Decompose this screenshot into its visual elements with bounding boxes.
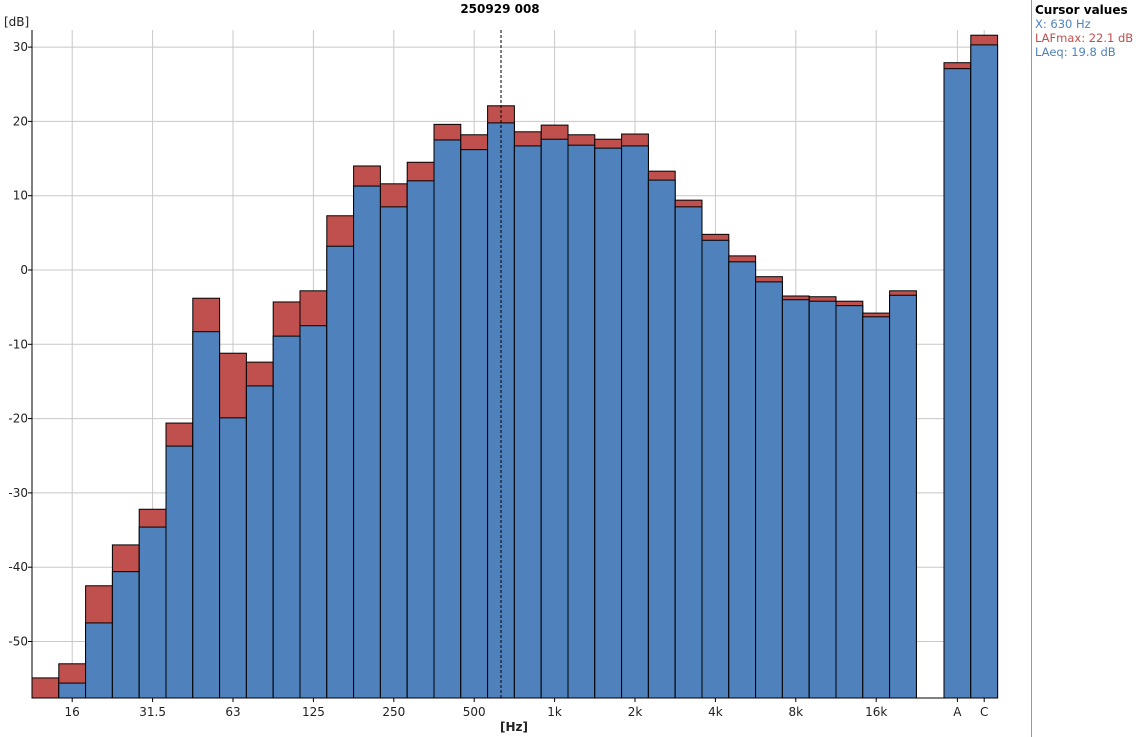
- x-tick-label: 16k: [865, 705, 887, 719]
- band-63-laeq-bar: [219, 417, 247, 699]
- band-1k-laeq-bar: [540, 138, 569, 699]
- band-800-laeq-bar: [513, 145, 542, 699]
- x-tick-label: 63: [225, 705, 240, 719]
- band-125-laeq-bar: [299, 325, 328, 699]
- y-axis-label: [dB]: [4, 15, 29, 29]
- y-tick-label: 30: [13, 40, 28, 54]
- band-3.15k-laeq-bar: [674, 206, 703, 699]
- band-25-laeq-bar: [111, 571, 140, 699]
- total-A-laeq-bar: [943, 68, 972, 699]
- band-6.3k-laeq-bar: [755, 281, 783, 699]
- band-50-laeq-bar: [192, 331, 221, 699]
- band-160-laeq-bar: [326, 245, 355, 699]
- band-250-laeq-bar: [379, 206, 408, 699]
- x-tick-label: 16: [65, 705, 80, 719]
- band-2k-laeq-bar: [621, 145, 649, 699]
- y-tick-label: 20: [13, 114, 28, 128]
- band-8k-laeq-bar: [781, 299, 810, 699]
- x-axis-label: [Hz]: [500, 720, 528, 734]
- x-tick-label: 500: [463, 705, 486, 719]
- y-tick-label: -50: [8, 635, 28, 649]
- spectrum-chart[interactable]: 250929 008 [dB] [Hz] 30 20 10 0 -10 -20 -30 -40…: [0, 0, 1030, 737]
- band-16k-laeq-bar: [862, 316, 891, 699]
- band-400-laeq-bar: [433, 139, 462, 699]
- x-tick-label: 1k: [547, 705, 562, 719]
- band-31.5-laeq-bar: [138, 526, 167, 699]
- x-tick-label: 31.5: [139, 705, 166, 719]
- band-200-laeq-bar: [353, 185, 381, 699]
- cursor-laeq-value: LAeq: 19.8 dB: [1035, 45, 1116, 59]
- band-20-laeq-bar: [85, 622, 113, 699]
- band-20k-laeq-bar: [889, 294, 917, 699]
- total-C-laeq-bar: [970, 44, 999, 699]
- x-tick-label: 250: [382, 705, 405, 719]
- band-315-laeq-bar: [406, 180, 435, 699]
- y-tick-label: -20: [8, 412, 28, 426]
- band-16-laeq-bar: [58, 682, 87, 699]
- x-tick-label: 125: [302, 705, 325, 719]
- x-tick-label: 4k: [708, 705, 723, 719]
- x-tick-label: 2k: [628, 705, 643, 719]
- y-tick-label: 10: [13, 189, 28, 203]
- y-tick-label: -40: [8, 560, 28, 574]
- band-4k-laeq-bar: [701, 239, 730, 699]
- band-1.25k-laeq-bar: [567, 144, 596, 699]
- band-2.5k-laeq-bar: [647, 179, 676, 699]
- x-tick-label: C: [980, 705, 988, 719]
- band-5k-laeq-bar: [728, 261, 757, 699]
- band-40-laeq-bar: [165, 445, 194, 699]
- band-12.5k-laeq-bar: [835, 305, 864, 699]
- band-1.6k-laeq-bar: [594, 147, 623, 699]
- y-tick-label: -10: [8, 337, 28, 351]
- y-tick-label: -30: [8, 486, 28, 500]
- cursor-lafmax-value: LAFmax: 22.1 dB: [1035, 31, 1134, 45]
- y-tick-label: 0: [20, 263, 28, 277]
- cursor-x-value: X: 630 Hz: [1035, 17, 1091, 31]
- band-100-laeq-bar: [272, 335, 301, 699]
- x-tick-label: A: [953, 705, 962, 719]
- x-tick-label: 8k: [789, 705, 804, 719]
- band-80-laeq-bar: [245, 385, 274, 699]
- band-10k-laeq-bar: [808, 300, 837, 699]
- chart-title: 250929 008: [460, 2, 539, 16]
- cursor-values-title: Cursor values: [1035, 3, 1128, 17]
- band-500-laeq-bar: [460, 149, 489, 699]
- band-12.5-lafmax-bar: [31, 677, 60, 699]
- cursor-values-panel: Cursor values X: 630 Hz LAFmax: 22.1 dB …: [1031, 0, 1136, 737]
